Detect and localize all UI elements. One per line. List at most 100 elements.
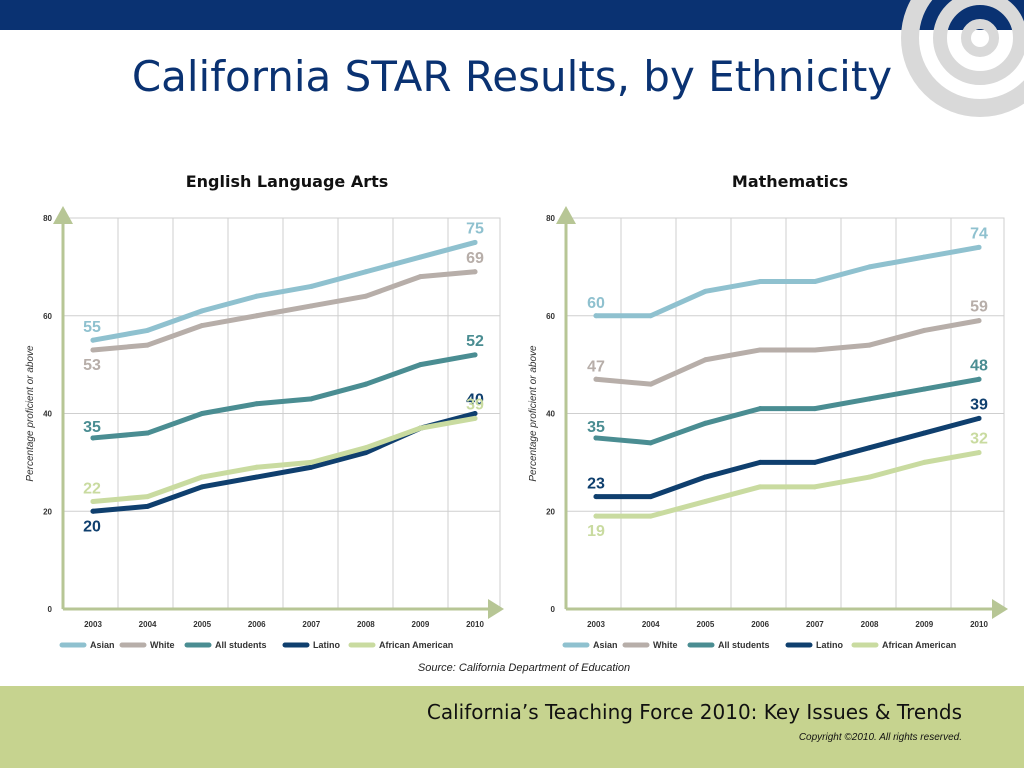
x-tick-label: 2005: [193, 620, 211, 629]
y-tick-label: 80: [43, 214, 52, 223]
x-tick-label: 2010: [970, 620, 988, 629]
x-tick-label: 2008: [357, 620, 375, 629]
data-point: [254, 401, 260, 407]
data-point: [702, 498, 708, 504]
legend-label: Latino: [816, 640, 843, 650]
end-value-label: 74: [970, 225, 988, 242]
data-point: [254, 313, 260, 319]
start-value-label: 22: [83, 480, 101, 497]
y-tick-label: 60: [546, 312, 555, 321]
data-point: [417, 425, 423, 431]
data-point: [757, 484, 763, 490]
data-point: [199, 484, 205, 490]
y-tick-label: 0: [551, 605, 556, 614]
end-value-label: 75: [466, 220, 484, 237]
data-point: [199, 323, 205, 329]
data-point: [363, 269, 369, 275]
data-point: [702, 288, 708, 294]
x-tick-label: 2005: [697, 620, 715, 629]
data-point: [363, 450, 369, 456]
y-tick-label: 20: [43, 507, 52, 516]
data-point: [976, 450, 982, 456]
data-point: [757, 406, 763, 412]
x-tick-label: 2004: [642, 620, 660, 629]
data-point: [812, 347, 818, 353]
data-point: [648, 440, 654, 446]
end-value-label: 32: [970, 431, 988, 448]
data-point: [90, 347, 96, 353]
legend-label: Latino: [313, 640, 340, 650]
series-line-white: [593, 318, 982, 387]
data-point: [757, 347, 763, 353]
data-point: [593, 513, 599, 519]
legend-label: All students: [215, 640, 267, 650]
data-point: [976, 415, 982, 421]
data-point: [308, 396, 314, 402]
data-point: [199, 308, 205, 314]
data-point: [867, 396, 873, 402]
y-axis-label: Percentage proficient or above: [25, 345, 36, 482]
data-point: [90, 337, 96, 343]
data-point: [867, 445, 873, 451]
data-point: [921, 386, 927, 392]
data-point: [593, 376, 599, 382]
data-point: [90, 498, 96, 504]
data-point: [363, 381, 369, 387]
x-tick-label: 2010: [466, 620, 484, 629]
legend-label: Asian: [90, 640, 115, 650]
data-point: [593, 313, 599, 319]
data-point: [976, 376, 982, 382]
data-point: [145, 430, 151, 436]
data-point: [921, 430, 927, 436]
data-point: [921, 254, 927, 260]
page-title: California STAR Results, by Ethnicity: [131, 52, 893, 101]
data-point: [921, 459, 927, 465]
series-line-african-american: [90, 415, 478, 504]
series-line-latino: [593, 415, 982, 500]
data-point: [145, 494, 151, 500]
data-point: [199, 411, 205, 416]
start-value-label: 35: [587, 419, 605, 436]
data-point: [648, 313, 654, 319]
y-axis-arrow: [556, 206, 576, 224]
data-point: [648, 513, 654, 519]
data-point: [308, 303, 314, 309]
y-tick-label: 40: [43, 410, 52, 419]
data-point: [812, 484, 818, 490]
data-point: [254, 293, 260, 299]
y-tick-label: 40: [546, 410, 555, 419]
legend-label: White: [150, 640, 175, 650]
start-value-label: 55: [83, 319, 101, 336]
x-tick-label: 2004: [139, 620, 157, 629]
data-point: [757, 459, 763, 465]
end-value-label: 59: [970, 299, 988, 316]
start-value-label: 35: [83, 419, 101, 436]
data-point: [648, 494, 654, 500]
data-point: [702, 474, 708, 480]
start-value-label: 60: [587, 295, 605, 312]
source-note: Source: California Department of Educati…: [417, 662, 631, 674]
series-line-all-students: [593, 376, 982, 446]
x-tick-label: 2006: [751, 620, 769, 629]
data-point: [308, 459, 314, 465]
end-value-label: 52: [466, 333, 484, 350]
data-point: [145, 503, 151, 509]
data-point: [648, 381, 654, 387]
footer-band: [0, 686, 1024, 768]
data-point: [812, 406, 818, 412]
data-point: [254, 474, 260, 480]
charts-canvas: 0 20 40 60 80 Percentage proficient or above 2…: [25, 206, 1008, 650]
data-point: [472, 411, 478, 416]
data-point: [702, 357, 708, 363]
x-axis-arrow: [488, 599, 504, 619]
data-point: [254, 464, 260, 470]
start-value-label: 20: [83, 518, 101, 535]
series-line-asian: [90, 239, 478, 343]
data-point: [308, 283, 314, 289]
end-value-label: 39: [970, 396, 988, 413]
data-point: [593, 435, 599, 441]
data-point: [417, 254, 423, 260]
series-line-african-american: [593, 450, 982, 519]
data-point: [702, 420, 708, 426]
footer-copyright: Copyright ©2010. All rights reserved.: [798, 732, 962, 743]
